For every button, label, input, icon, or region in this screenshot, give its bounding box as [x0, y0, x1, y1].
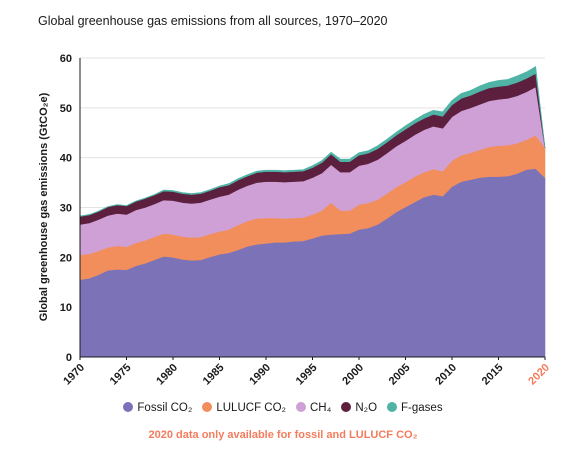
y-tick-label: 0: [66, 352, 72, 364]
legend-swatch: [341, 402, 352, 412]
y-tick-label: 50: [60, 103, 72, 115]
x-tick-label: 1975: [108, 362, 134, 388]
legend-swatch: [202, 402, 213, 412]
legend: Fossil CO₂ LULUCF CO₂ CH₄ N₂O F-gases: [0, 402, 566, 414]
x-tick-label: 1980: [154, 362, 180, 388]
chart-title: Global greenhouse gas emissions from all…: [38, 14, 388, 28]
y-tick-label: 60: [60, 53, 72, 65]
x-tick-labels: 1970 1975 1980 1985 1990 1995 2000 2005 2010 2015…: [61, 362, 552, 388]
x-tick-label: 1985: [201, 362, 227, 388]
y-tick-label: 40: [60, 153, 72, 165]
legend-swatch: [296, 402, 306, 412]
legend-label: N₂O: [355, 402, 378, 414]
y-tick-label: 10: [60, 302, 72, 314]
y-axis-label: Global greenhouse gas emissions (GtCO₂e): [38, 92, 50, 321]
x-tick-label: 2000: [340, 362, 366, 388]
legend-item: CH₄: [296, 402, 331, 414]
axes: [79, 58, 546, 360]
legend-swatch: [123, 402, 134, 412]
footnote: 2020 data only available for fossil and …: [148, 429, 418, 441]
series-area-4: [79, 66, 546, 217]
x-tick-label: 2010: [433, 362, 459, 388]
y-tick-labels: 0 10 20 30 40 50 60: [60, 53, 72, 364]
legend-item: F-gases: [387, 402, 443, 414]
y-tick-label: 20: [60, 252, 72, 264]
legend-label: Fossil CO₂: [137, 402, 193, 414]
x-tick-label: 1970: [61, 362, 87, 388]
legend-label: CH₄: [310, 402, 332, 414]
series-areas: [79, 66, 546, 358]
legend-item: N₂O: [341, 402, 377, 414]
x-tick-label: 1990: [247, 362, 273, 388]
legend-item: Fossil CO₂: [123, 402, 192, 414]
legend-item: LULUCF CO₂: [202, 402, 286, 414]
legend-swatch: [387, 402, 398, 412]
emissions-area-chart: 0 10 20 30 40 50 60 1970 1975 1980 1985 1990 1995 20…: [38, 53, 552, 388]
legend-label: LULUCF CO₂: [216, 402, 286, 414]
x-tick-label: 2005: [387, 362, 413, 388]
y-tick-label: 30: [60, 203, 72, 215]
x-tick-label: 1995: [294, 362, 320, 388]
x-tick-label: 2020: [526, 362, 552, 388]
legend-label: F-gases: [401, 402, 443, 414]
x-tick-label: 2015: [480, 362, 506, 388]
